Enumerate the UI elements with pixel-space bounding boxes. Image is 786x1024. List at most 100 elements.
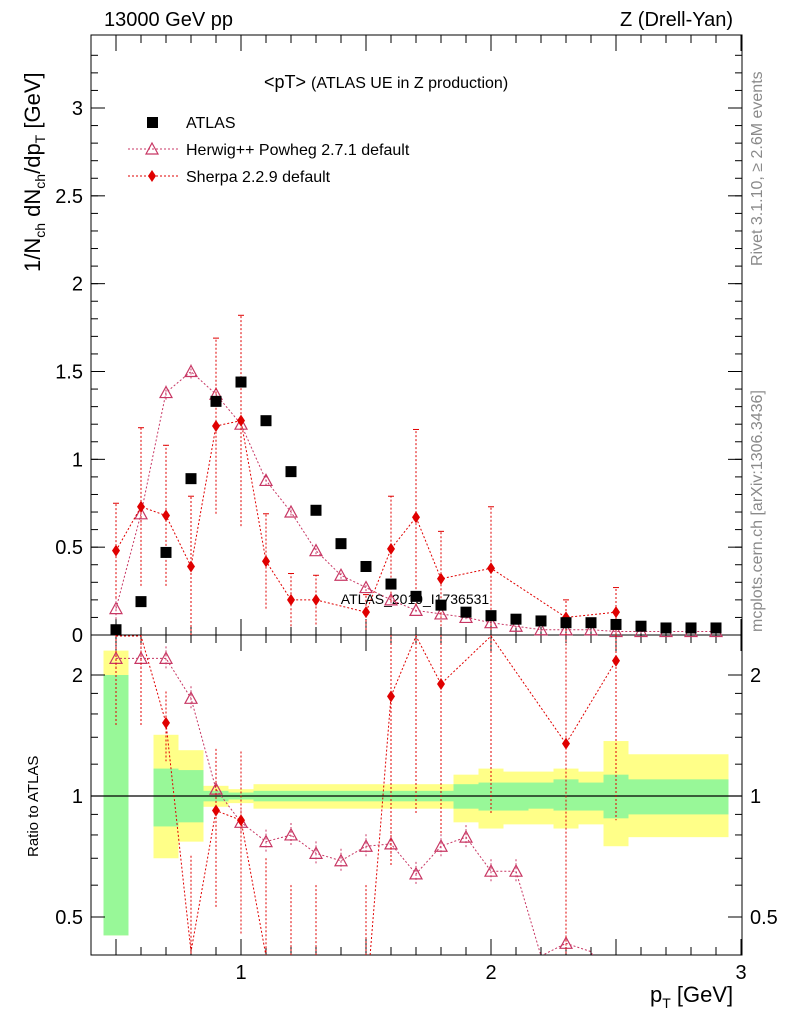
main-y-tick-label: 2 bbox=[72, 274, 83, 296]
atlas-point bbox=[560, 617, 572, 629]
atlas-point bbox=[160, 546, 172, 558]
herwig-ratio-point bbox=[308, 846, 324, 859]
herwig-point bbox=[358, 580, 374, 594]
herwig-ratio-point bbox=[483, 863, 499, 877]
atlas-point bbox=[185, 473, 197, 485]
herwig-point bbox=[508, 618, 524, 632]
legend-marker-atlas bbox=[147, 117, 158, 128]
sherpa-point bbox=[437, 572, 445, 585]
x-tick-label: 2 bbox=[485, 962, 496, 984]
atlas-point bbox=[660, 622, 672, 634]
atlas-point bbox=[510, 613, 522, 625]
sherpa-point bbox=[262, 555, 270, 568]
atlas-point bbox=[435, 599, 447, 611]
atlas-point bbox=[260, 415, 272, 427]
main-y-tick-label: 2.5 bbox=[55, 186, 83, 208]
ratio-band-inner bbox=[153, 768, 179, 827]
herwig-point bbox=[333, 568, 349, 581]
ratio-band-inner bbox=[628, 779, 654, 815]
ratio-band-inner bbox=[653, 779, 679, 815]
sherpa-ratio-point bbox=[437, 677, 445, 690]
herwig-ratio-point bbox=[458, 829, 474, 843]
header-right: Z (Drell-Yan) bbox=[620, 9, 733, 31]
main-y-tick-label: 1 bbox=[72, 449, 83, 471]
x-tick-label: 3 bbox=[735, 962, 746, 984]
atlas-point bbox=[585, 617, 597, 629]
herwig-point bbox=[158, 385, 174, 399]
ratio-y-axis-title: Ratio to ATLAS bbox=[25, 756, 42, 857]
x-tick-label: 1 bbox=[235, 962, 246, 984]
sherpa-ratio-point bbox=[162, 716, 170, 729]
herwig-point bbox=[483, 615, 499, 629]
main-y-tick-label: 0 bbox=[72, 625, 83, 647]
atlas-point bbox=[135, 596, 147, 608]
atlas-point bbox=[335, 538, 347, 550]
sherpa-point bbox=[362, 606, 370, 619]
herwig-ratio-point bbox=[183, 691, 199, 704]
atlas-point bbox=[110, 624, 122, 636]
sherpa-point bbox=[287, 593, 295, 606]
herwig-ratio-point bbox=[258, 834, 274, 848]
herwig-point bbox=[433, 606, 449, 620]
ratio-band-inner bbox=[678, 779, 704, 815]
sherpa-ratio-point bbox=[212, 804, 220, 817]
plot-title: <pT> (ATLAS UE in Z production) bbox=[264, 72, 508, 92]
main-y-tick-label: 3 bbox=[72, 98, 83, 120]
sherpa-ratio-line bbox=[116, 635, 617, 955]
atlas-point bbox=[485, 610, 497, 622]
main-y-tick-label: 1.5 bbox=[55, 362, 83, 384]
atlas-point bbox=[235, 376, 247, 388]
sherpa-ratio-point bbox=[387, 690, 395, 703]
sherpa-line bbox=[115, 420, 617, 618]
atlas-point bbox=[710, 622, 722, 634]
sherpa-ratio-point bbox=[562, 737, 570, 750]
rivet-label: Rivet 3.1.10, ≥ 2.6M events bbox=[749, 71, 766, 266]
sherpa-point bbox=[387, 542, 395, 555]
atlas-point bbox=[410, 590, 422, 602]
main-y-axis-title: 1/Nch dNch/dpT [GeV] bbox=[20, 72, 48, 272]
herwig-point bbox=[583, 622, 599, 636]
ratio-y-tick-label: 1 bbox=[72, 786, 83, 808]
atlas-point bbox=[535, 615, 547, 627]
atlas-point bbox=[310, 504, 322, 516]
sherpa-point bbox=[212, 419, 220, 432]
herwig-point bbox=[533, 622, 549, 636]
herwig-point bbox=[108, 601, 124, 615]
plot-title-sub: (ATLAS UE in Z production) bbox=[311, 75, 508, 92]
herwig-point bbox=[133, 506, 149, 520]
legend-label-herwig: Herwig++ Powheg 2.7.1 default bbox=[186, 142, 410, 159]
sherpa-point bbox=[312, 593, 320, 606]
ratio-y-tick-label: 2 bbox=[72, 665, 83, 687]
herwig-ratio-point bbox=[158, 651, 174, 664]
herwig-point bbox=[283, 504, 299, 518]
herwig-point bbox=[308, 543, 324, 557]
atlas-point bbox=[685, 622, 697, 634]
herwig-point bbox=[183, 364, 199, 378]
herwig-point bbox=[408, 603, 424, 617]
ratio-y-tick-label-right: 0.5 bbox=[750, 907, 778, 929]
atlas-point bbox=[285, 466, 297, 478]
herwig-point bbox=[258, 473, 274, 487]
ratio-y-tick-label-right: 1 bbox=[750, 786, 761, 808]
herwig-ratio-point bbox=[433, 838, 449, 852]
ratio-uncertainty-bands bbox=[91, 650, 742, 936]
ratio-band-inner bbox=[103, 675, 129, 936]
main-y-tick-label: 0.5 bbox=[55, 537, 83, 559]
atlas-point bbox=[635, 620, 647, 632]
atlas-point bbox=[610, 618, 622, 630]
x-axis-title: pT [GeV] bbox=[650, 982, 733, 1011]
atlas-point bbox=[385, 578, 397, 590]
ratio-y-tick-label-right: 2 bbox=[750, 665, 761, 687]
herwig-point bbox=[383, 592, 399, 606]
legend-label-sherpa: Sherpa 2.2.9 default bbox=[186, 169, 331, 186]
herwig-ratio-point bbox=[233, 815, 249, 828]
herwig-ratio-point bbox=[408, 866, 424, 880]
atlas-point bbox=[460, 606, 472, 618]
herwig-ratio-point bbox=[283, 827, 299, 841]
ratio-plot-data bbox=[108, 635, 620, 956]
legend-marker-herwig bbox=[144, 141, 160, 155]
herwig-ratio-point bbox=[358, 838, 374, 852]
plot-title-main: <pT> bbox=[264, 72, 306, 92]
herwig-ratio-point bbox=[333, 853, 349, 867]
